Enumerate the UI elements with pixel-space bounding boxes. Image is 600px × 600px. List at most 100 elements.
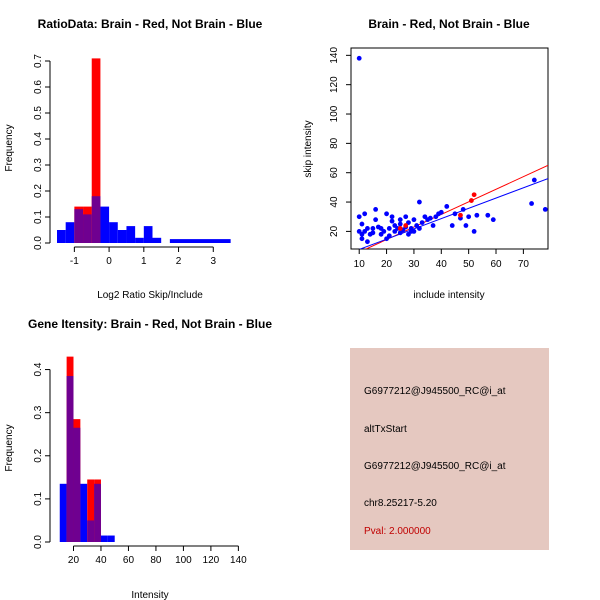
ratio-x-tick-label: 0 (106, 256, 112, 267)
scatter-y-tick-label: 20 (329, 225, 340, 237)
ratio-bar-notbrain (65, 222, 75, 243)
scatter-point-notbrain (386, 233, 392, 239)
scatter-point-notbrain (384, 211, 389, 217)
ratio-xlabel: Log2 Ratio Skip/Include (97, 290, 203, 301)
ratio-bar-notbrain (152, 237, 162, 243)
intensity-y-tick-label: 0.4 (33, 362, 44, 376)
intensity-x-tick-label: 60 (123, 555, 135, 566)
ratio-bar-overlap (74, 209, 84, 243)
scatter-point-notbrain (427, 215, 433, 221)
intensity-bar-brain (87, 479, 95, 542)
ratio-y-tick-label: 0.2 (33, 184, 44, 198)
ratio-bar-notbrain (117, 230, 127, 243)
intensity-x-tick-label: 100 (175, 555, 192, 566)
scatter-point-notbrain (463, 223, 469, 228)
intensity-bar-overlap (66, 376, 74, 542)
scatter-y-tick-label: 140 (329, 47, 340, 64)
scatter-point-brain (468, 198, 474, 203)
ratio-title: RatioData: Brain - Red, Not Brain - Blue (38, 17, 263, 31)
scatter-point-notbrain (403, 214, 409, 220)
intensity-bar-overlap (87, 520, 95, 542)
scatter-point-notbrain (452, 211, 458, 217)
intensity-bar-notbrain (59, 483, 67, 542)
probe-id: G6977212@J945500_RC@i_at (364, 386, 506, 397)
scatter-point-notbrain (365, 226, 370, 231)
ratio-x-tick-label: -1 (70, 256, 79, 267)
scatter-y-tick-label: 120 (329, 76, 340, 93)
intensity-x-tick-label: 80 (150, 555, 162, 566)
scatter-point-notbrain (365, 239, 370, 245)
scatter-x-tick-label: 60 (490, 259, 502, 270)
scatter-y-tick-label: 60 (329, 167, 340, 179)
ratio-bar-notbrain (143, 226, 153, 243)
scatter-xlabel: include intensity (413, 290, 484, 301)
scatter-point-brain (397, 226, 403, 231)
ratio-bar-notbrain (169, 239, 231, 243)
ratio-bar-notbrain (100, 206, 110, 243)
scatter-point-notbrain (471, 228, 477, 234)
intensity-title: Gene Itensity: Brain - Red, Not Brain - … (28, 317, 272, 331)
scatter-point-notbrain (370, 226, 376, 231)
scatter-point-notbrain (373, 217, 379, 223)
scatter-point-notbrain (389, 214, 395, 220)
scatter-x-tick-label: 30 (408, 259, 420, 270)
intensity-y-tick-label: 0.1 (33, 492, 44, 506)
ratio-x-tick-label: 2 (176, 256, 182, 267)
probe-id-secondary: G6977212@J945500_RC@i_at (364, 461, 506, 472)
ratio-y-tick-label: 0.6 (33, 80, 44, 94)
ratio-y-tick-label: 0.5 (33, 106, 44, 120)
ratio-histogram: RatioData: Brain - Red, Not Brain - Blue… (4, 17, 263, 301)
scatter-point-notbrain (356, 214, 362, 220)
scatter-point-notbrain (438, 209, 444, 215)
scatter-x-tick-label: 50 (463, 259, 475, 270)
scatter-point-notbrain (397, 221, 403, 227)
scatter-ylabel: skip intensity (303, 120, 314, 177)
scatter-point-notbrain (474, 212, 480, 218)
intensity-bar-notbrain (107, 535, 115, 542)
ratio-x-tick-label: 1 (141, 256, 147, 267)
intensity-y-tick-label: 0.3 (33, 405, 44, 419)
scatter-point-notbrain (449, 223, 455, 228)
ratio-y-tick-label: 0.0 (33, 236, 44, 250)
ratio-y-tick-label: 0.7 (33, 54, 44, 68)
scatter-point-notbrain (386, 226, 392, 231)
scatter-frame (350, 47, 549, 250)
scatter-y-tick-label: 100 (329, 105, 340, 122)
scatter-point-brain (403, 223, 409, 228)
scatter-point-notbrain (466, 214, 472, 220)
scatter-x-tick-label: 40 (436, 259, 448, 270)
ratio-bar-notbrain (109, 222, 118, 243)
scatter-point-notbrain (411, 228, 417, 234)
intensity-ylabel: Frequency (4, 424, 15, 471)
scatter-point-notbrain (417, 199, 422, 205)
scatter-title: Brain - Red, Not Brain - Blue (368, 17, 530, 31)
scatter-point-notbrain (381, 228, 387, 234)
ratio-bar-notbrain (135, 237, 144, 243)
intensity-bar-notbrain (80, 483, 88, 542)
scatter-point-notbrain (411, 217, 417, 223)
scatter-y-tick-label: 80 (329, 137, 340, 149)
scatter-point-notbrain (359, 236, 365, 242)
intensity-x-tick-label: 40 (95, 555, 107, 566)
scatter-point-notbrain (430, 223, 436, 228)
ratio-bar-notbrain (126, 226, 136, 243)
intensity-x-tick-label: 120 (203, 555, 220, 566)
intensity-histogram: Gene Itensity: Brain - Red, Not Brain - … (4, 317, 272, 600)
scatter-point-notbrain (531, 177, 537, 183)
scatter-x-tick-label: 20 (381, 259, 393, 270)
intensity-bar-overlap (73, 427, 81, 542)
ratio-y-tick-label: 0.4 (33, 132, 44, 146)
scatter-point-notbrain (370, 230, 376, 236)
ratio-bar-overlap (91, 196, 101, 243)
ratio-bar-brain (91, 58, 101, 244)
scatter-point-notbrain (490, 217, 496, 223)
scatter-x-tick-label: 70 (518, 259, 530, 270)
ratio-bar-overlap (83, 214, 92, 243)
ratio-y-tick-label: 0.1 (33, 210, 44, 224)
intensity-y-tick-label: 0.0 (33, 535, 44, 549)
scatter-point-notbrain (444, 204, 450, 209)
scatter-point-brain (471, 192, 477, 198)
scatter-point-notbrain (485, 212, 491, 218)
